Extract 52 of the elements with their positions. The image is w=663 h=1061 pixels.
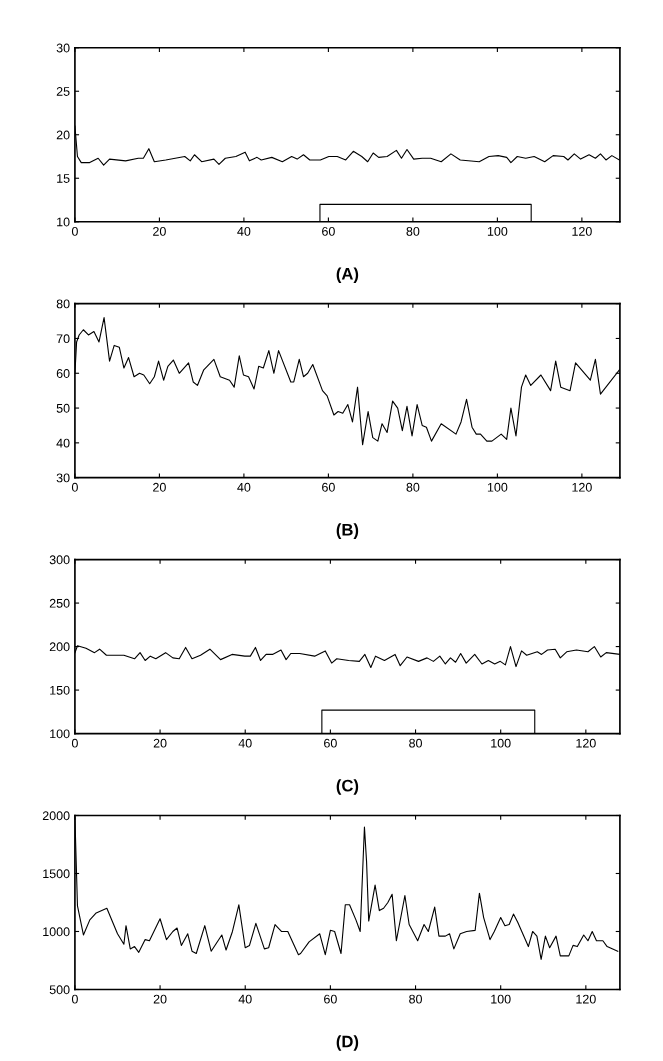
text: (A) bbox=[336, 267, 359, 283]
text: (C) bbox=[336, 779, 359, 795]
y-tick-label: 50 bbox=[56, 403, 70, 413]
text: (B) bbox=[336, 523, 359, 539]
x-tick-label: 40 bbox=[237, 226, 251, 236]
x-tick-label: 100 bbox=[487, 226, 508, 236]
y-tick-label: 250 bbox=[49, 598, 70, 608]
y-tick-label: 500 bbox=[49, 985, 70, 995]
y-tick-label: 1500 bbox=[43, 869, 70, 879]
text: (D) bbox=[336, 1035, 359, 1051]
y-tick-label: 30 bbox=[56, 473, 70, 483]
x-tick-label: 100 bbox=[491, 738, 511, 748]
x-tick-label: 20 bbox=[153, 226, 166, 236]
x-tick-label: 120 bbox=[572, 226, 592, 236]
y-tick-label: 80 bbox=[56, 299, 70, 309]
y-tick-label: 2000 bbox=[42, 811, 70, 821]
x-tick-label: 80 bbox=[406, 226, 420, 236]
y-tick-label: 200 bbox=[49, 642, 70, 652]
y-tick-label: 300 bbox=[49, 555, 70, 565]
y-tick-label: 60 bbox=[56, 369, 70, 378]
x-tick-label: 60 bbox=[322, 482, 335, 492]
y-tick-label: 150 bbox=[50, 685, 70, 695]
x-tick-label: 20 bbox=[153, 482, 166, 492]
x-tick-label: 40 bbox=[238, 994, 252, 1004]
x-tick-label: 120 bbox=[572, 482, 592, 492]
x-tick-label: 0 bbox=[71, 482, 78, 492]
y-tick-label: 1000 bbox=[43, 927, 70, 937]
x-tick-label: 120 bbox=[576, 738, 596, 748]
x-tick-label: 0 bbox=[71, 994, 78, 1004]
y-tick-label: 70 bbox=[56, 334, 70, 344]
x-tick-label: 100 bbox=[487, 482, 508, 492]
x-tick-label: 60 bbox=[324, 994, 337, 1004]
x-tick-label: 80 bbox=[406, 482, 420, 492]
x-tick-label: 40 bbox=[238, 738, 252, 748]
y-tick-label: 30 bbox=[56, 43, 70, 53]
x-tick-label: 100 bbox=[491, 994, 511, 1004]
y-tick-label: 40 bbox=[56, 438, 70, 448]
y-tick-label: 15 bbox=[57, 174, 70, 183]
x-tick-label: 60 bbox=[324, 738, 337, 748]
x-tick-label: 60 bbox=[322, 226, 335, 236]
y-tick-label: 100 bbox=[50, 729, 70, 739]
x-tick-label: 0 bbox=[71, 738, 78, 748]
x-tick-label: 20 bbox=[153, 738, 167, 748]
x-tick-label: 120 bbox=[576, 994, 596, 1004]
x-tick-label: 20 bbox=[153, 994, 167, 1004]
y-tick-label: 10 bbox=[57, 217, 70, 227]
y-tick-label: 20 bbox=[56, 130, 70, 140]
x-tick-label: 80 bbox=[409, 738, 422, 748]
y-tick-label: 25 bbox=[56, 87, 70, 96]
x-tick-label: 40 bbox=[237, 482, 251, 492]
x-tick-label: 80 bbox=[409, 994, 422, 1004]
x-tick-label: 0 bbox=[71, 226, 78, 236]
